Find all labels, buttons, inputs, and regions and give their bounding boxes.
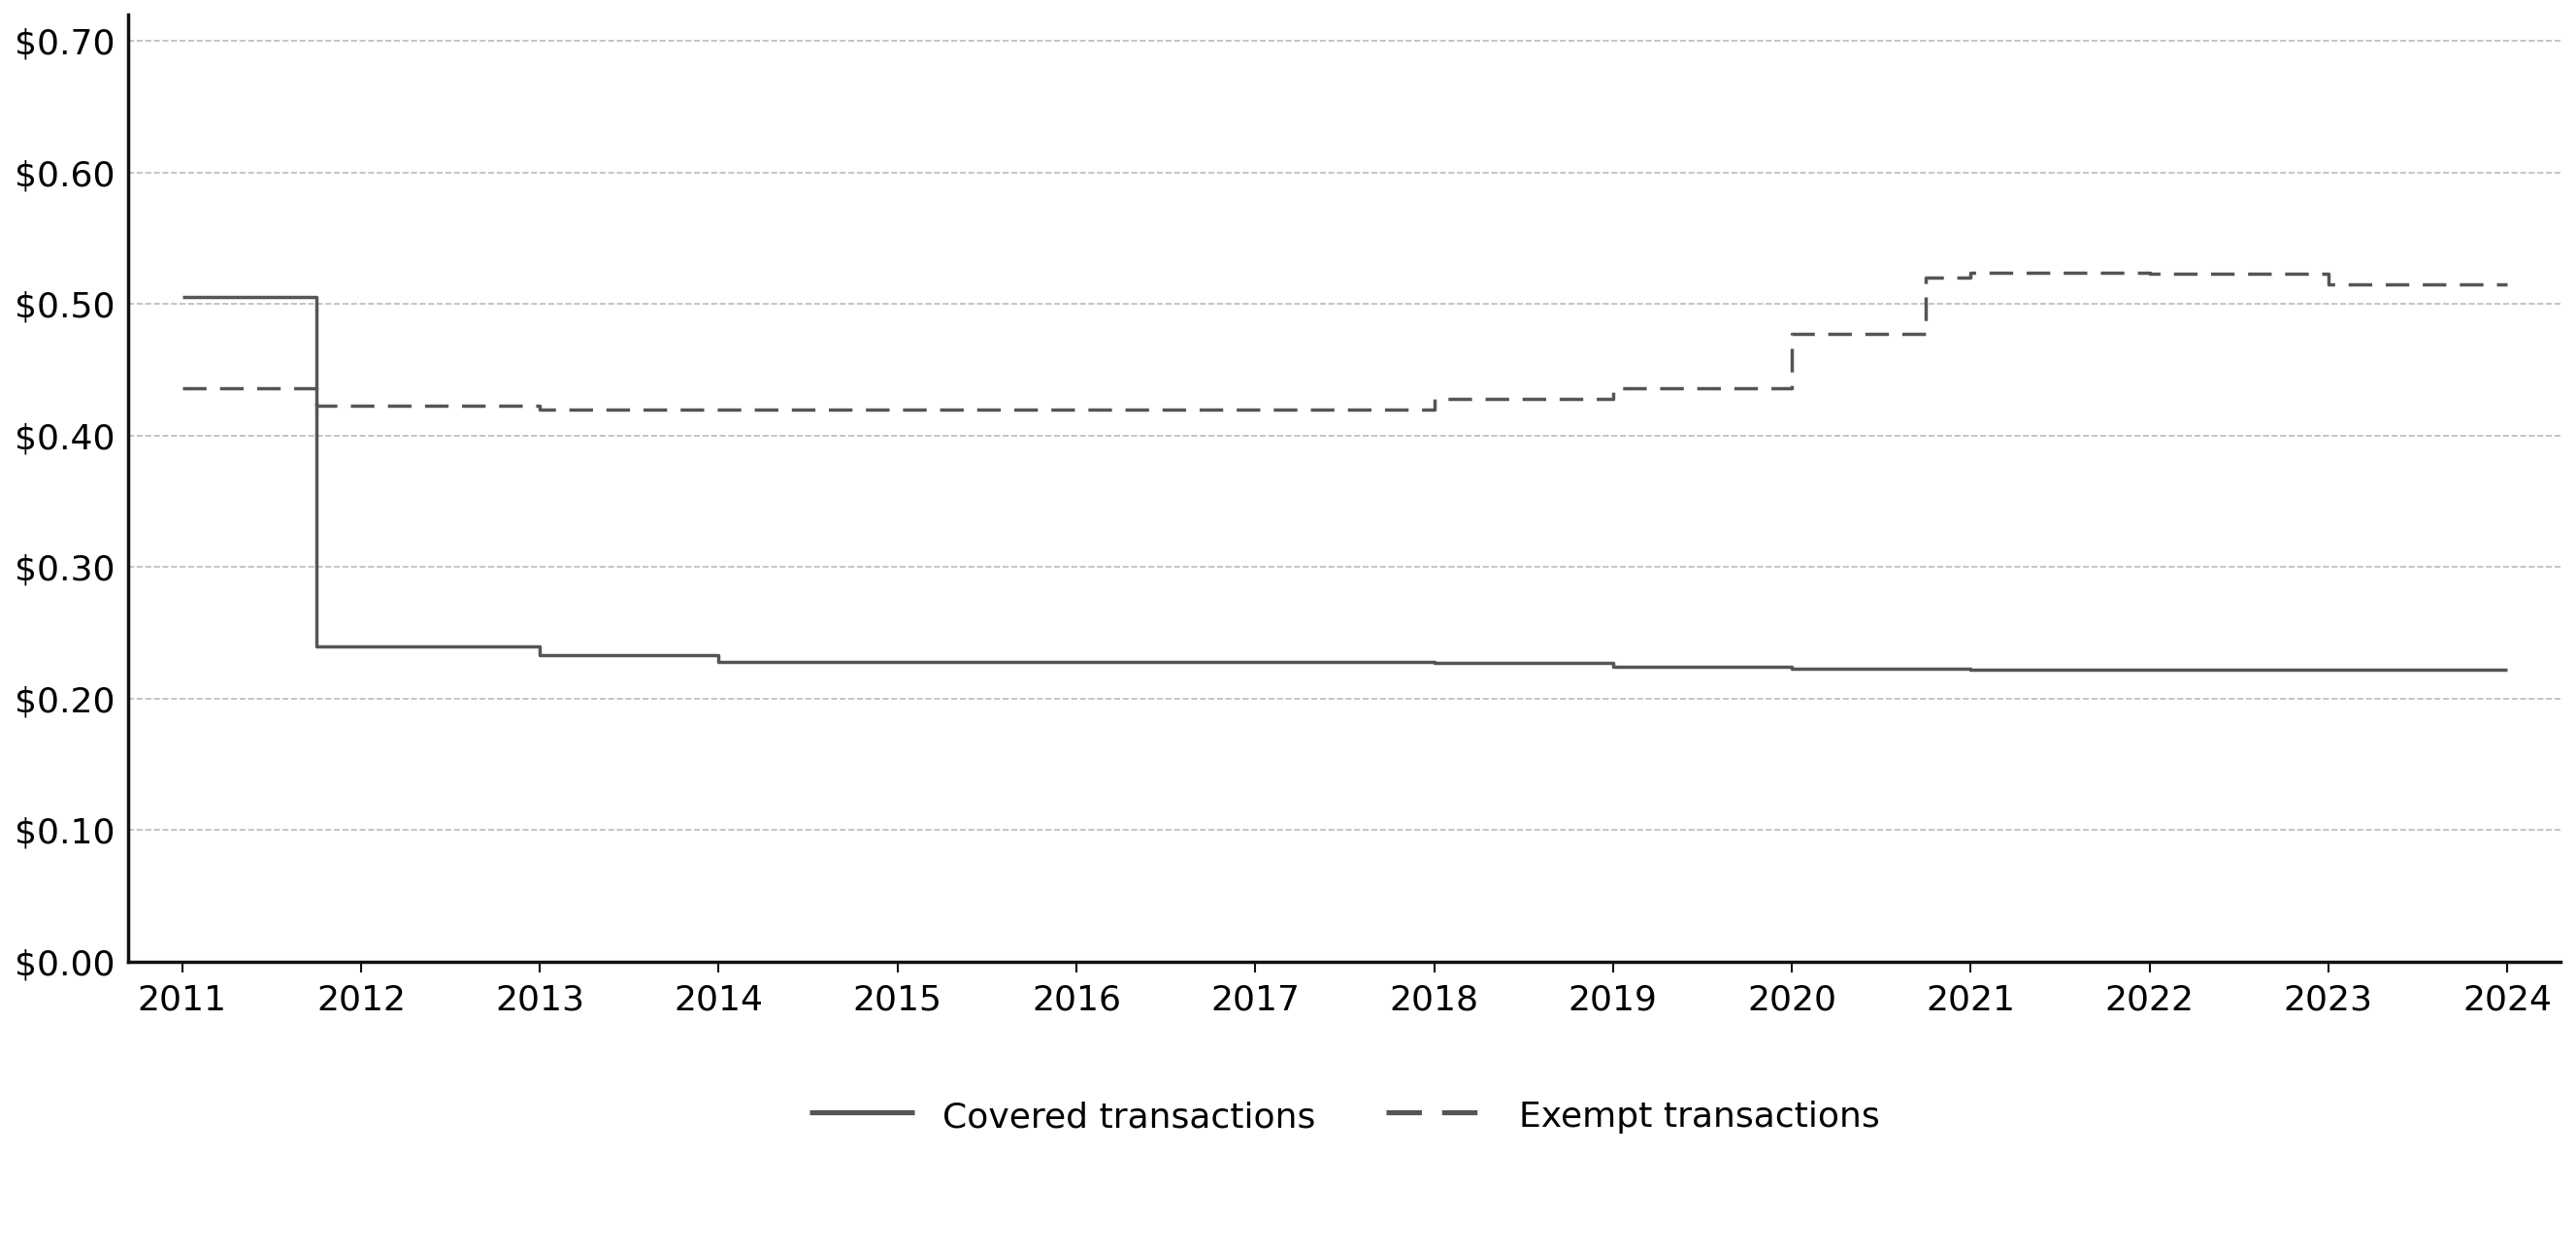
Covered transactions [1777,661,1808,676]
Exempt transactions [1955,270,1986,285]
Exempt transactions [301,398,332,413]
Covered transactions [2133,662,2164,677]
Covered transactions [1419,655,1450,670]
Covered transactions [1955,662,1986,677]
Covered transactions [301,290,332,305]
Line: Exempt transactions: Exempt transactions [183,273,2506,409]
Exempt transactions [526,402,556,417]
Covered transactions [1955,661,1986,676]
Exempt transactions [1597,391,1628,406]
Exempt transactions [1911,270,1942,285]
Covered transactions [526,639,556,654]
Covered transactions [2313,662,2344,677]
Exempt transactions [526,398,556,413]
Covered transactions [703,655,734,670]
Exempt transactions [1777,327,1808,342]
Exempt transactions [1419,391,1450,406]
Exempt transactions [1955,265,1986,280]
Line: Covered transactions: Covered transactions [183,298,2506,670]
Exempt transactions [2313,267,2344,282]
Exempt transactions [1911,327,1942,342]
Covered transactions [2313,662,2344,677]
Covered transactions [703,647,734,662]
Exempt transactions [301,381,332,396]
Exempt transactions [2133,267,2164,282]
Covered transactions [526,647,556,662]
Exempt transactions [2491,277,2522,292]
Exempt transactions [167,381,198,396]
Covered transactions [2133,662,2164,677]
Covered transactions [1597,656,1628,671]
Covered transactions [2491,662,2522,677]
Exempt transactions [1777,381,1808,396]
Exempt transactions [1419,402,1450,417]
Covered transactions [167,290,198,305]
Covered transactions [1419,656,1450,671]
Exempt transactions [1597,381,1628,396]
Covered transactions [1777,660,1808,675]
Exempt transactions [2313,277,2344,292]
Legend: Covered transactions, Exempt transactions: Covered transactions, Exempt transaction… [796,1083,1893,1148]
Exempt transactions [2133,265,2164,280]
Covered transactions [301,639,332,654]
Covered transactions [1597,660,1628,675]
